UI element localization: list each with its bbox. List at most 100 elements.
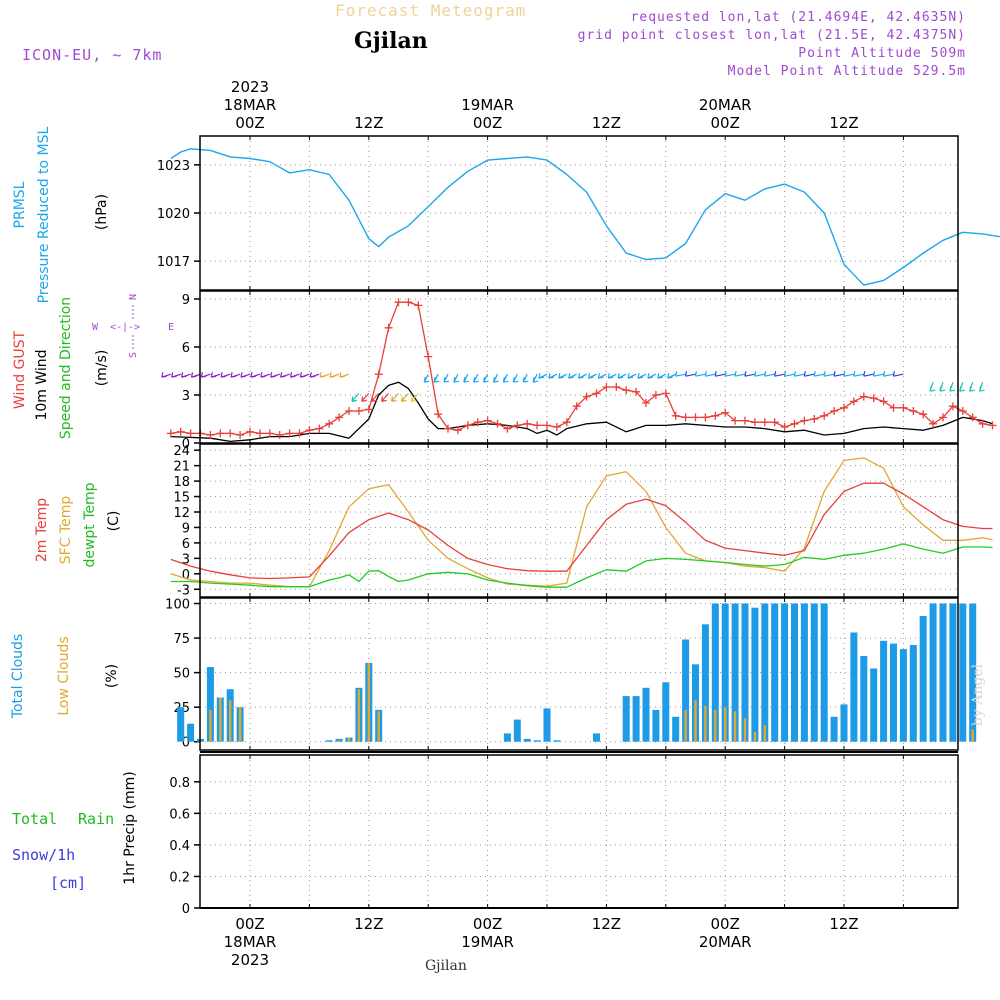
pressure-msl-label: Pressure Reduced to MSL	[36, 126, 52, 303]
precip-unit-label: 1hr Precip (mm)	[122, 771, 138, 884]
wind-direction-arrow	[161, 372, 171, 378]
gust-marker	[404, 298, 413, 307]
gust-marker	[364, 405, 373, 414]
credit-watermark: by Angel	[970, 663, 986, 726]
wind-direction-arrow	[734, 371, 746, 377]
gust-marker	[384, 323, 393, 332]
location-title: Gjilan	[354, 28, 428, 54]
gust-marker	[424, 352, 433, 361]
total-clouds-label: Total Clouds	[10, 634, 26, 719]
gust-marker	[711, 411, 720, 420]
wind-direction-arrow	[522, 373, 529, 383]
grid-point-coords: grid point closest lon,lat (21.5E, 42.43…	[577, 28, 966, 43]
wind-panel: 0 3 6 9	[161, 290, 997, 452]
pressure-panel: 1017 1020 1023	[157, 135, 1000, 291]
gust-marker	[988, 421, 997, 430]
gust-marker	[236, 431, 245, 439]
compass-west: W	[92, 322, 99, 333]
wind-direction-arrow	[833, 371, 845, 377]
model-label: ICON-EU, ~ 7km	[22, 46, 163, 64]
wind-direction-arrow	[299, 372, 310, 378]
total-cloud-bar	[187, 723, 195, 742]
low-cloud-bar	[971, 729, 974, 742]
precip-rain-label: Rain	[78, 810, 114, 828]
gust-marker	[246, 427, 254, 436]
gust-marker	[552, 423, 561, 431]
wind-direction-arrow	[390, 393, 399, 402]
gust-marker	[939, 413, 947, 422]
top-time-label: 18MAR	[224, 96, 277, 114]
gust-marker	[335, 413, 344, 422]
temp-2m-label: 2m Temp	[34, 498, 50, 562]
bottom-time-label: 00Z	[235, 915, 264, 933]
clouds-unit-label: (%)	[104, 664, 120, 688]
total-cloud-bar	[543, 708, 551, 742]
wind-direction-arrow	[558, 373, 568, 379]
gust-marker	[849, 397, 858, 406]
wind-direction-arrow	[863, 371, 874, 377]
total-cloud-bar	[761, 603, 769, 742]
total-cloud-bar	[721, 603, 729, 742]
total-cloud-bar	[959, 603, 967, 742]
low-cloud-bar	[209, 709, 212, 742]
low-cloud-bar	[337, 740, 341, 742]
gust-marker	[255, 429, 264, 438]
wind-direction-arrow	[607, 373, 617, 379]
wind-direction-arrow	[694, 371, 706, 377]
wind-direction-label: Speed and Direction	[58, 297, 74, 439]
bottom-time-label: 12Z	[829, 915, 858, 933]
total-cloud-bar	[890, 643, 897, 742]
wind-direction-arrow	[270, 372, 280, 378]
total-cloud-bar	[830, 716, 838, 742]
total-cloud-bar	[899, 649, 907, 742]
y-tick-label: 0	[182, 437, 190, 452]
wind-direction-arrow	[280, 372, 290, 378]
wind-direction-arrow	[512, 373, 519, 383]
gust-marker	[840, 403, 848, 412]
gust-marker	[453, 426, 462, 435]
wind-direction-arrow	[617, 373, 627, 379]
wind-direction-arrow	[949, 382, 956, 392]
wind-direction-arrow	[210, 372, 221, 378]
y-tick-label: 0.4	[169, 839, 190, 854]
gust-marker	[285, 429, 294, 438]
gust-marker	[661, 389, 670, 398]
gust-marker	[721, 408, 730, 417]
top-time-label: 12Z	[829, 114, 858, 132]
prmsl-label: PRMSL	[12, 181, 28, 228]
gust-marker	[523, 419, 532, 428]
gust-marker	[206, 431, 215, 439]
gust-marker	[216, 429, 225, 438]
pressure-frame	[199, 135, 959, 291]
compass-east: E	[168, 322, 174, 333]
dewpt-temp-label: dewpt Temp	[82, 482, 98, 567]
gust-marker	[681, 413, 690, 422]
gust-marker	[444, 424, 452, 433]
pressure-line	[170, 148, 1000, 286]
total-cloud-bar	[672, 716, 680, 742]
gust-marker	[562, 418, 571, 427]
y-tick-label: 0.8	[169, 776, 190, 791]
gust-marker	[859, 392, 868, 401]
compass-north: N	[128, 294, 139, 300]
total-cloud-bar	[503, 733, 511, 742]
footer-location: Gjilan	[425, 958, 467, 974]
wind-direction-arrow	[647, 373, 657, 379]
gust-marker	[929, 419, 938, 428]
wind-direction-arrow	[351, 393, 360, 402]
gust-marker	[889, 403, 898, 412]
y-tick-label: 3	[182, 389, 190, 404]
wind-direction-arrow	[220, 372, 231, 378]
wind-direction-arrow	[724, 371, 736, 377]
wind-10m-label: 10m Wind	[34, 349, 50, 420]
wind-direction-arrow	[657, 373, 667, 379]
gust-line	[170, 301, 993, 436]
low-cloud-bar	[724, 707, 727, 742]
temperature-frame	[199, 443, 959, 598]
bottom-time-label: 00Z	[473, 915, 502, 933]
wind-direction-arrow	[939, 382, 946, 392]
gust-marker	[493, 419, 502, 428]
gust-marker	[899, 403, 908, 412]
y-tick-label: 6	[182, 341, 190, 356]
gust-marker	[226, 429, 235, 438]
